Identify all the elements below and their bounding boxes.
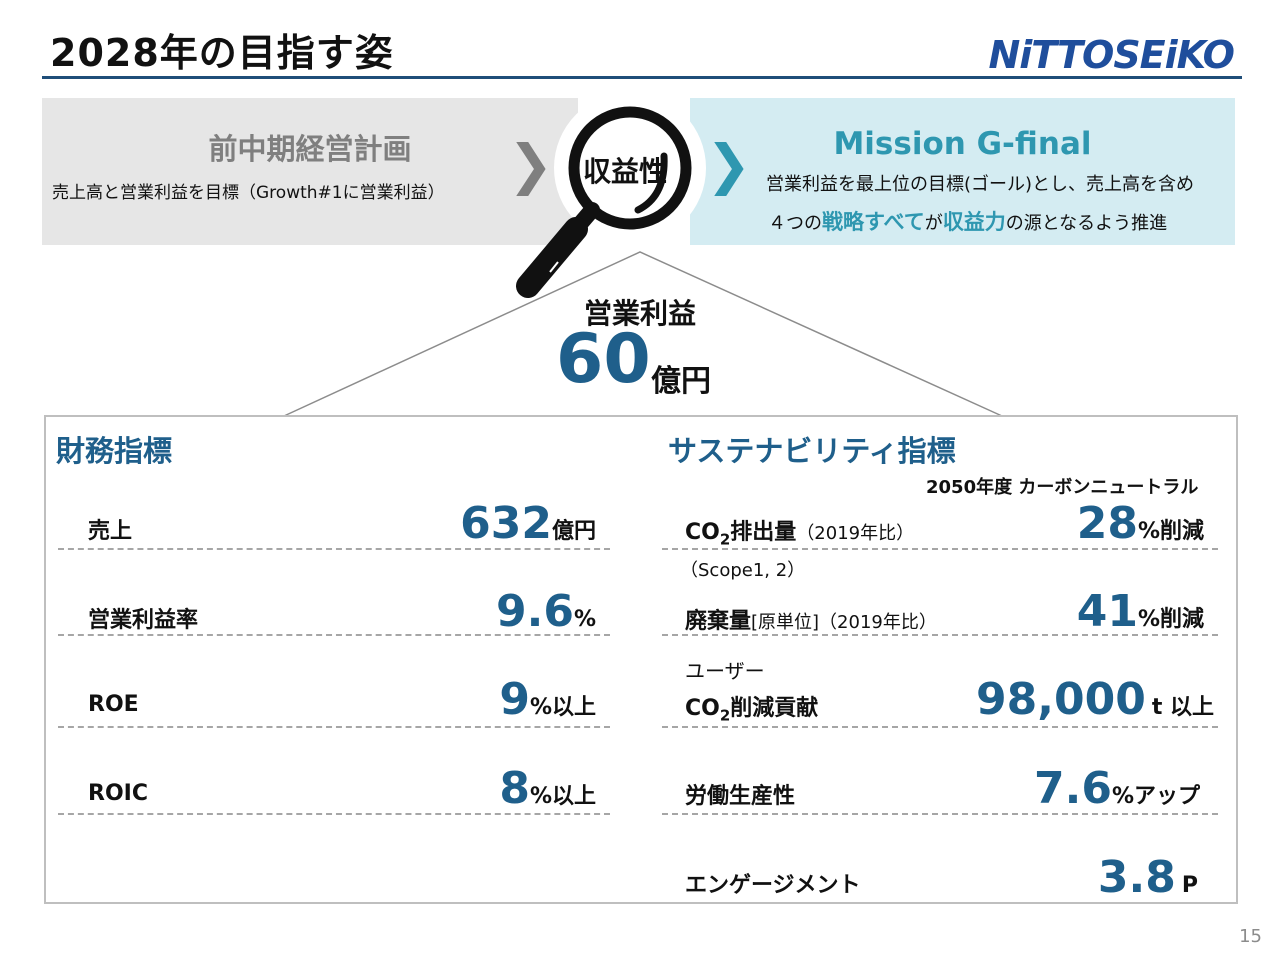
operating-profit-label: 営業利益 <box>583 297 696 330</box>
sus-label-waste: 廃棄量[原単位]（2019年比） <box>685 609 937 634</box>
row-divider <box>662 548 1218 550</box>
row-divider <box>58 634 610 636</box>
sus-value-waste: 41%削減 <box>1076 586 1204 637</box>
carbon-neutral-note: 2050年度 カーボンニュートラル <box>926 477 1199 498</box>
sus-user-label: ユーザー <box>685 659 765 683</box>
previous-plan-title: 前中期経営計画 <box>208 132 412 166</box>
page-number: 15 <box>1239 926 1262 947</box>
sus-label-engagement: エンゲージメント <box>685 873 861 898</box>
mission-text-line1: 営業利益を最上位の目標(ゴール)とし、売上高を含め <box>766 174 1195 195</box>
sus-label-co2: CO2排出量（2019年比） <box>685 520 915 549</box>
sus-label-productivity: 労働生産性 <box>685 784 796 809</box>
mission-box <box>690 98 1235 245</box>
magnifier-label: 収益性 <box>583 155 668 188</box>
mission-text-line2: ４つの戦略すべてが収益力の源となるよう推進 <box>768 210 1168 234</box>
pyramid-outline <box>283 251 1003 417</box>
previous-plan-box <box>42 98 578 245</box>
sus-value-user-co2: 98,000 t 以上 <box>976 674 1214 725</box>
financial-value-roe: 9%以上 <box>499 674 596 725</box>
sus-co2-scope: （Scope1, 2） <box>680 560 806 581</box>
financial-value-roic: 8%以上 <box>499 763 596 814</box>
operating-profit-unit: 億円 <box>651 364 711 399</box>
sus-label-user-co2: CO2削減貢献 <box>685 696 819 725</box>
row-divider <box>662 634 1218 636</box>
sus-value-productivity: 7.6%アップ <box>1034 763 1200 814</box>
chevron-right-icon: ❯ <box>706 133 752 196</box>
page-title: 2028年の目指す姿 <box>50 31 394 75</box>
sus-value-co2: 28%削減 <box>1076 498 1204 549</box>
mission-title: Mission G-final <box>833 126 1092 162</box>
financial-value-sales: 632億円 <box>460 498 596 549</box>
financial-section-title: 財務指標 <box>56 434 173 468</box>
logo-text: NiTTOSEiKO <box>988 33 1234 76</box>
title-divider <box>42 76 1242 79</box>
sus-value-engagement: 3.8 P <box>1097 852 1198 903</box>
magnifier-icon <box>516 96 706 298</box>
financial-label-op-margin: 営業利益率 <box>88 608 199 633</box>
row-divider <box>662 813 1218 815</box>
company-logo: NiTTOSEiKO <box>988 33 1235 76</box>
operating-profit-value: 60 <box>556 320 651 399</box>
row-divider <box>58 813 610 815</box>
financial-label-sales: 売上 <box>88 519 133 544</box>
chevron-right-icon: ❯ <box>508 133 554 196</box>
previous-plan-text: 売上高と営業利益を目標（Growth#1に営業利益） <box>52 183 445 203</box>
row-divider <box>662 726 1218 728</box>
indicators-frame <box>44 415 1238 904</box>
row-divider <box>58 726 610 728</box>
row-divider <box>58 548 610 550</box>
financial-label-roe: ROE <box>88 692 139 717</box>
financial-label-roic: ROIC <box>88 781 148 806</box>
financial-value-op-margin: 9.6% <box>496 586 596 637</box>
sustainability-section-title: サステナビリティ指標 <box>668 434 956 468</box>
